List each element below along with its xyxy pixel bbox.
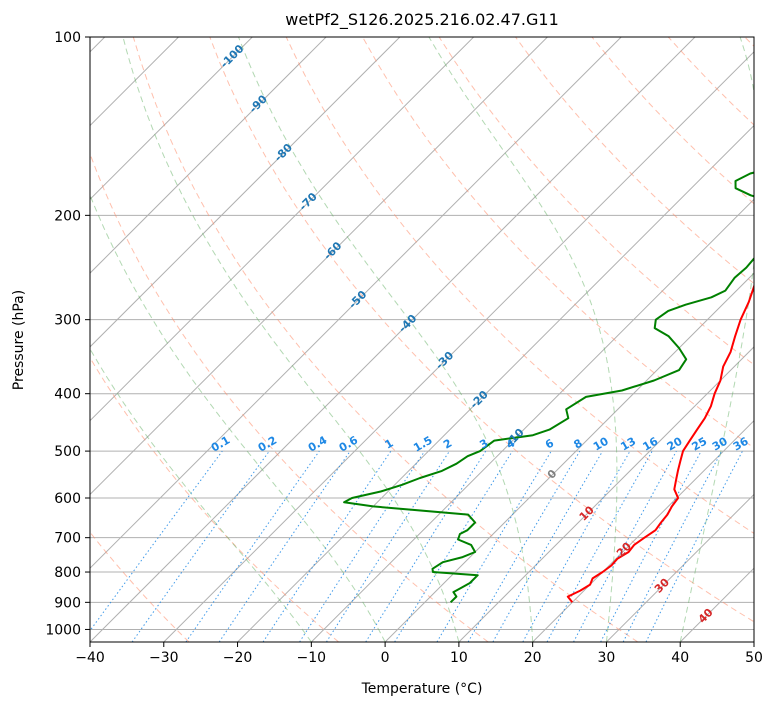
isotherm-line: [0, 10, 58, 642]
isotherm-label: -90: [247, 92, 270, 115]
y-tick-label: 400: [54, 387, 81, 403]
mixing-ratio-line: [185, 450, 320, 642]
x-tick-label: 40: [671, 650, 689, 666]
x-tick-label: −30: [149, 650, 179, 666]
isotherm-label: 0: [545, 467, 560, 482]
isotherm-line: [532, 419, 754, 642]
isotherm-label: -50: [346, 288, 369, 311]
dry-adiabat: [209, 37, 754, 623]
mixing-ratio-line: [262, 450, 392, 642]
mixing-ratio-line: [299, 450, 426, 642]
isotherm-label: -70: [297, 190, 320, 213]
moist-adiabat: [237, 37, 534, 642]
mixing-ratio-line: [394, 450, 513, 642]
mixing-ratio-line: [573, 450, 677, 642]
dry-adiabat: [438, 37, 754, 366]
y-axis-label: Pressure (hPa): [11, 290, 27, 390]
mixing-ratio-line: [131, 450, 270, 642]
moist-adiabat: [122, 37, 460, 642]
mixing-ratio-line: [546, 450, 653, 642]
mixing-ratio-line: [436, 450, 552, 642]
isotherm-line: [90, 37, 254, 201]
isotherm-line: [90, 37, 180, 127]
moist-adiabat: [90, 347, 312, 642]
dry-adiabat: [285, 37, 754, 535]
x-tick-label: 20: [524, 650, 542, 666]
mixing-ratio-line: [90, 450, 223, 632]
isotherm-label: 20: [614, 540, 634, 560]
moist-adiabat: [679, 37, 754, 642]
isotherm-line: [90, 37, 327, 274]
dry-adiabat: [744, 37, 754, 47]
y-tick-label: 700: [54, 531, 81, 547]
mixing-ratio-label: 2: [441, 437, 454, 452]
moist-adiabat: [428, 37, 618, 642]
isotherm-line: [384, 272, 754, 642]
y-tick-label: 100: [54, 30, 81, 46]
isotherm-line: [90, 37, 622, 569]
dry-adiabat: [90, 356, 339, 642]
moist-adiabat: [90, 193, 386, 642]
mixing-ratio-line: [365, 450, 487, 642]
isotherm-line: [458, 346, 754, 642]
mixing-ratio-line: [325, 450, 450, 642]
plot-frame: [89, 36, 755, 643]
dry-adiabat: [362, 37, 754, 449]
mixing-ratio-line: [600, 450, 702, 642]
annotation-labels: 0.1 0.2 0.4 0.6 1 1.5 2 3 4 6 8 10 13 16 20 25 30 36-100-…: [209, 42, 751, 626]
isotherm-label: 30: [652, 575, 672, 595]
dry-adiabat: [90, 531, 190, 642]
mixing-ratio-line: [645, 450, 743, 642]
isotherm-line: [679, 567, 754, 642]
isotherm-line: [90, 37, 401, 348]
isotherm-line: [90, 37, 475, 422]
mixing-ratio-line: [522, 450, 631, 642]
dry-adiabat: [132, 37, 639, 642]
x-tick-label: −20: [223, 650, 253, 666]
x-tick-label: 30: [598, 650, 616, 666]
y-tick-label: 500: [54, 444, 81, 460]
y-tick-label: 600: [54, 491, 81, 507]
isotherm-line: [90, 37, 549, 496]
x-tick-label: 50: [745, 650, 763, 666]
y-tick-label: 300: [54, 313, 81, 329]
y-tick-label: 900: [54, 595, 81, 611]
isotherm-line: [90, 37, 696, 642]
x-tick-label: 0: [381, 650, 390, 666]
profile-series-line: [343, 171, 754, 604]
mixing-ratio-label: 6: [543, 436, 556, 451]
y-tick-label: 1000: [45, 622, 81, 638]
isotherm-line: [310, 198, 754, 642]
mixing-ratio-line: [467, 450, 581, 642]
isotherm-line: [753, 641, 754, 642]
isotherm-line: [606, 493, 754, 642]
dry-adiabat: [90, 152, 489, 642]
y-tick-label: 800: [54, 565, 81, 581]
mixing-ratio-line: [218, 450, 351, 642]
axis-ticks: −40 −30 −20 −10 0 10 20 30 40 5010020030040050060…: [45, 30, 763, 666]
x-tick-label: −40: [75, 650, 105, 666]
isotherm-line: [163, 51, 754, 642]
isotherm-line: [237, 124, 754, 642]
x-axis-label: Temperature (°C): [361, 681, 483, 697]
dry-adiabat: [667, 37, 754, 126]
isotherm-label: -60: [321, 239, 344, 262]
y-tick-label: 200: [54, 208, 81, 224]
profile-lines: [343, 171, 754, 604]
background-grid: [0, 10, 754, 642]
x-tick-label: 10: [450, 650, 468, 666]
isotherm-label: -80: [272, 141, 295, 164]
chart-title: wetPf2_S126.2025.216.02.47.G11: [285, 10, 559, 30]
x-tick-label: −10: [297, 650, 327, 666]
profile-series-line: [566, 283, 754, 603]
